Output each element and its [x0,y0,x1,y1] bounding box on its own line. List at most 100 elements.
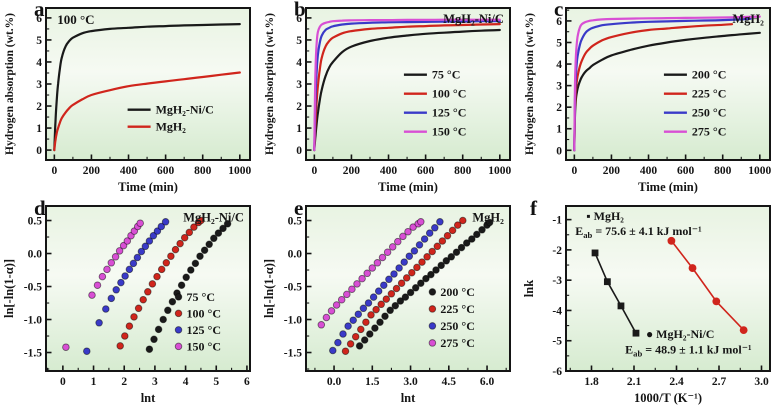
svg-text:225 °C: 225 °C [440,302,474,316]
chart-f-arrhenius: 1.8 2.1 2.4 2.7 3.0 -1 -2 -3 -4 -5 -6 1000/T (K⁻¹) l… [522,205,771,405]
svg-text:2: 2 [556,102,562,114]
svg-text:0: 0 [51,165,57,177]
svg-text:6: 6 [556,16,562,28]
svg-text:-5: -5 [552,336,562,348]
svg-text:0: 0 [36,145,42,157]
svg-text:5: 5 [556,37,562,49]
chart-a-absorption-100c: 0 200 400 600 800 1000 0 1 2 3 4 5 6 Time (min) Hydrog… [4,7,252,194]
svg-text:0.0: 0.0 [288,249,303,261]
svg-text:Eab = 75.6 ± 4.1 kJ mol⁻¹: Eab = 75.6 ± 4.1 kJ mol⁻¹ [575,224,702,240]
svg-text:1000/T (K⁻¹): 1000/T (K⁻¹) [634,391,702,405]
svg-text:Eab = 48.9 ± 1.1 kJ mol⁻¹: Eab = 48.9 ± 1.1 kJ mol⁻¹ [625,343,752,359]
svg-text:0.0: 0.0 [327,376,342,388]
svg-text:800: 800 [454,165,472,177]
svg-text:125 °C: 125 °C [187,323,221,337]
panel-d: d 0 1 2 3 4 5 6 0.5 0.0 -0.5 -1.0 -1.5 lnt ln[-ln(1-α… [0,196,260,413]
svg-text:100 °C: 100 °C [187,306,221,320]
panel-c: c 0 200 400 600 800 1000 0 1 2 3 4 5 6 Time (min) Hydr… [520,0,780,196]
svg-text:3: 3 [556,81,562,93]
svg-text:275 °C: 275 °C [692,125,726,139]
panel-b: b 0 200 400 600 800 1000 0 1 2 3 4 5 6 Time (min) Hydr… [260,0,520,196]
svg-text:6: 6 [244,376,250,388]
svg-text:6: 6 [36,13,42,25]
svg-text:MgH₂: MgH₂ [732,12,764,26]
panel-label-b: b [294,0,306,21]
svg-text:800: 800 [194,165,212,177]
svg-text:0: 0 [296,145,302,157]
svg-text:600: 600 [157,165,175,177]
svg-text:800: 800 [714,165,732,177]
svg-text:ln[-ln(1-α)]: ln[-ln(1-α)] [2,259,16,318]
svg-text:1.5: 1.5 [365,376,380,388]
chart-d-jmak-mgh2-nic: 0 1 2 3 4 5 6 0.5 0.0 -0.5 -1.0 -1.5 lnt ln[-ln(1-α)]… [2,205,251,405]
svg-text:Hydrogen absorption (wt.%): Hydrogen absorption (wt.%) [4,13,16,155]
svg-text:150 °C: 150 °C [432,125,466,139]
svg-text:MgH₂: MgH₂ [156,120,187,134]
svg-text:75 °C: 75 °C [432,68,460,82]
svg-text:● MgH₂-Ni/C: ● MgH₂-Ni/C [646,327,715,341]
svg-text:Hydrogen absorption (wt.%): Hydrogen absorption (wt.%) [524,13,536,155]
svg-text:275 °C: 275 °C [440,336,474,350]
svg-text:75 °C: 75 °C [187,290,215,304]
svg-text:250 °C: 250 °C [692,106,726,120]
svg-text:2: 2 [296,101,302,113]
svg-text:2: 2 [36,101,42,113]
svg-text:-6: -6 [552,366,562,378]
svg-text:200: 200 [83,165,101,177]
svg-text:1: 1 [556,124,562,136]
svg-text:600: 600 [677,165,695,177]
svg-text:6: 6 [296,13,302,25]
svg-text:lnk: lnk [522,280,536,297]
chart-b-absorption-mgh2-nic: 0 200 400 600 800 1000 0 1 2 3 4 5 6 Time (min) Hydrog… [264,7,512,194]
svg-text:5: 5 [296,35,302,47]
svg-text:200 °C: 200 °C [692,68,726,82]
svg-text:0.5: 0.5 [28,216,43,228]
svg-text:400: 400 [380,165,398,177]
panel-label-a: a [34,0,45,21]
svg-text:▪ MgH₂: ▪ MgH₂ [586,209,624,223]
svg-text:100 °C: 100 °C [432,87,466,101]
panel-label-e: e [294,196,304,220]
svg-text:225 °C: 225 °C [692,87,726,101]
panel-e: e 0.0 1.5 3.0 4.5 6.0 0.5 0.0 -0.5 -1.0 -1.5 lnt ln… [260,196,520,413]
svg-text:MgH₂: MgH₂ [472,211,504,225]
svg-text:5: 5 [36,35,42,47]
svg-text:1000: 1000 [748,165,771,177]
svg-text:3: 3 [36,79,42,91]
svg-text:MgH₂-Ni/C: MgH₂-Ni/C [443,12,504,26]
panel-label-f: f [530,196,537,220]
svg-text:150 °C: 150 °C [187,339,221,353]
svg-text:-4: -4 [552,305,562,317]
svg-text:4: 4 [296,57,302,69]
svg-text:MgH₂-Ni/C: MgH₂-Ni/C [156,103,214,117]
svg-text:-3: -3 [552,275,562,287]
svg-text:200 °C: 200 °C [440,285,474,299]
svg-text:lnt: lnt [401,391,416,405]
svg-text:3.0: 3.0 [403,376,418,388]
svg-text:Time (min): Time (min) [378,180,438,194]
svg-text:100 °C: 100 °C [57,12,94,27]
svg-text:4: 4 [36,57,42,69]
svg-text:0: 0 [311,165,317,177]
svg-text:1.8: 1.8 [584,376,599,388]
svg-text:1000: 1000 [228,165,251,177]
panel-a: a 0 200 400 600 800 1000 0 1 2 3 4 5 6 Time (min) Hydr… [0,0,260,196]
svg-text:Time (min): Time (min) [118,180,178,194]
chart-c-absorption-mgh2: 0 200 400 600 800 1000 0 1 2 3 4 5 6 Time (min) Hydrog… [524,7,772,194]
chart-e-jmak-mgh2: 0.0 1.5 3.0 4.5 6.0 0.5 0.0 -0.5 -1.0 -1.5 lnt ln[-… [262,205,511,405]
svg-text:200: 200 [603,165,621,177]
svg-text:1000: 1000 [488,165,511,177]
panel-label-d: d [34,196,46,220]
svg-text:5: 5 [213,376,219,388]
panel-f: f 1.8 2.1 2.4 2.7 3.0 -1 -2 -3 -4 -5 -6 1000/T (K⁻¹… [520,196,780,413]
svg-text:2.7: 2.7 [712,376,727,388]
svg-text:-1.0: -1.0 [24,315,42,327]
svg-text:200: 200 [343,165,361,177]
svg-text:2.4: 2.4 [669,376,684,388]
svg-text:ln[-ln(1-α)]: ln[-ln(1-α)] [262,259,276,318]
svg-text:0: 0 [571,165,577,177]
svg-text:2.1: 2.1 [627,376,642,388]
svg-text:0: 0 [60,376,66,388]
svg-text:0: 0 [556,145,562,157]
